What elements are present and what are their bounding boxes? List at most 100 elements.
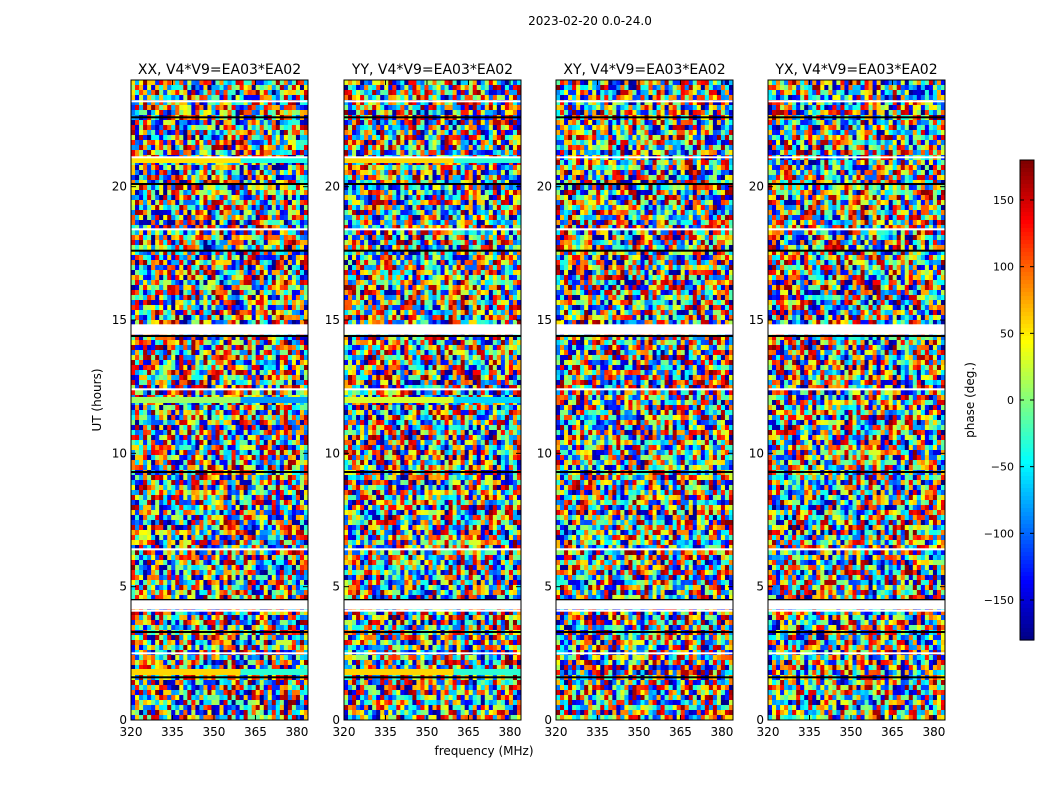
heatmap-cell	[191, 215, 196, 221]
heatmap-cell	[199, 110, 204, 116]
heatmap-cell	[163, 435, 168, 441]
heatmap-cell	[211, 575, 216, 581]
heatmap-cell	[235, 315, 241, 321]
heatmap-cell	[247, 350, 253, 356]
heatmap-cell	[271, 100, 277, 106]
heatmap-cell	[155, 420, 160, 426]
heatmap-cell	[299, 340, 305, 346]
heatmap-cell	[179, 540, 184, 546]
heatmap-cell	[207, 545, 212, 551]
heatmap-cell	[251, 410, 257, 416]
heatmap-cell	[243, 280, 249, 286]
heatmap-cell	[299, 535, 305, 541]
heatmap-cell	[215, 270, 220, 276]
heatmap-cell	[147, 120, 152, 126]
heatmap-cell	[291, 265, 297, 271]
heatmap-cell	[151, 355, 156, 361]
heatmap-cell	[263, 215, 269, 221]
heatmap-cell	[139, 640, 144, 646]
heatmap-cell	[251, 175, 257, 181]
heatmap-cell	[299, 135, 305, 141]
heatmap-cell	[187, 520, 192, 526]
heatmap-cell	[267, 105, 273, 111]
heatmap-cell	[299, 295, 305, 301]
heatmap-cell	[135, 365, 140, 371]
heatmap-cell	[207, 410, 212, 416]
heatmap-cell	[283, 360, 289, 366]
heatmap-cell	[271, 375, 277, 381]
heatmap-cell	[263, 180, 269, 186]
heatmap-cell	[251, 530, 257, 536]
heatmap-cell	[151, 195, 156, 201]
heatmap-cell	[271, 170, 277, 176]
heatmap-cell	[263, 405, 269, 411]
heatmap-cell	[291, 445, 297, 451]
heatmap-cell	[227, 405, 233, 411]
heatmap-cell	[179, 120, 184, 126]
heatmap-cell	[227, 480, 233, 486]
heatmap-cell	[219, 120, 225, 126]
heatmap-cell	[179, 265, 184, 271]
heatmap-cell	[235, 415, 241, 421]
heatmap-cell	[287, 505, 293, 511]
heatmap-cell	[259, 295, 265, 301]
heatmap-cell	[219, 285, 225, 291]
heatmap-cell	[131, 110, 136, 116]
heatmap-cell	[275, 555, 281, 561]
heatmap-cells	[131, 80, 308, 720]
heatmap-cell	[207, 205, 212, 211]
heatmap-cell	[131, 340, 136, 346]
heatmap-cell	[251, 165, 257, 171]
heatmap-cell	[163, 215, 168, 221]
heatmap-cell	[199, 140, 204, 146]
heatmap-cell	[131, 500, 136, 506]
heatmap-cell	[251, 460, 257, 466]
heatmap-cell	[231, 420, 237, 426]
heatmap-cell	[155, 405, 160, 411]
heatmap-cell	[147, 190, 152, 196]
heatmap-cell	[183, 410, 188, 416]
heatmap-cell	[283, 315, 289, 321]
heatmap-cell	[235, 545, 241, 551]
heatmap-cell	[291, 340, 297, 346]
heatmap-cell	[167, 180, 172, 186]
heatmap-cell	[163, 280, 168, 286]
heatmap-cell	[259, 360, 265, 366]
heatmap-cell	[195, 175, 200, 181]
heatmap-cell	[151, 125, 156, 131]
heatmap-cell	[203, 120, 208, 126]
heatmap-cell	[159, 205, 164, 211]
heatmap-cell	[279, 595, 285, 601]
heatmap-cell	[199, 560, 204, 566]
heatmap-cell	[203, 140, 208, 146]
heatmap-cell	[211, 130, 216, 136]
heatmap-cell	[287, 450, 293, 456]
heatmap-cell	[287, 370, 293, 376]
heatmap-cell	[211, 165, 216, 171]
heatmap-cell	[275, 495, 281, 501]
heatmap-cell	[175, 240, 180, 246]
heatmap-cell	[231, 520, 237, 526]
heatmap-cell	[235, 135, 241, 141]
heatmap-cell	[247, 210, 253, 216]
heatmap-cell	[219, 430, 225, 436]
heatmap-cell	[287, 135, 293, 141]
heatmap-cell	[295, 405, 301, 411]
heatmap-cell	[183, 220, 188, 226]
heatmap-cell	[155, 305, 160, 311]
heatmap-cell	[171, 245, 176, 251]
heatmap-cell	[183, 510, 188, 516]
heatmap-cell	[203, 90, 208, 96]
heatmap-cell	[187, 260, 192, 266]
heatmap-cell	[267, 365, 273, 371]
heatmap-cell	[271, 545, 277, 551]
heatmap-cell	[187, 315, 192, 321]
heatmap-cell	[251, 615, 257, 621]
heatmap-cell	[303, 615, 308, 621]
heatmap-cell	[215, 540, 220, 546]
heatmap-cell	[183, 180, 188, 186]
heatmap-cell	[211, 380, 216, 386]
heatmap-cell	[291, 535, 297, 541]
heatmap-cell	[235, 510, 241, 516]
heatmap-cell	[155, 590, 160, 596]
